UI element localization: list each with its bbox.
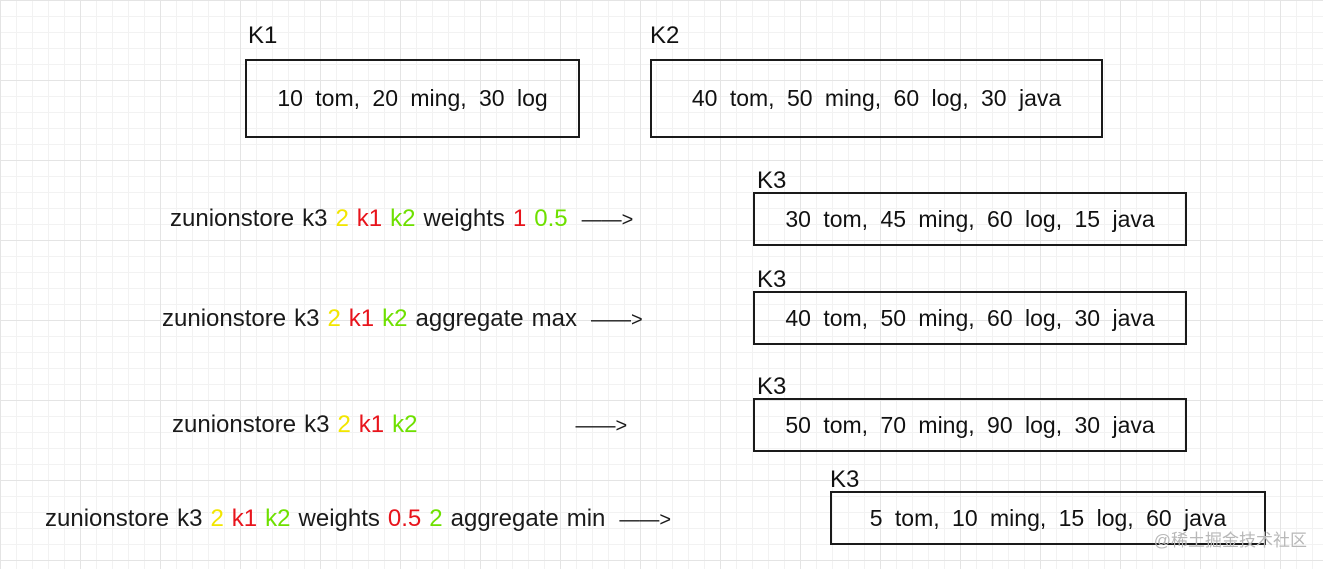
k3-label-row-4: K3 xyxy=(830,466,860,493)
command-token: zunionstore xyxy=(170,205,295,232)
command-token: k2 xyxy=(392,411,418,438)
k1-box: 10 tom, 20 ming, 30 log xyxy=(245,59,580,138)
command-token: 2 xyxy=(335,205,349,232)
k3-label-row-2: K3 xyxy=(757,266,787,293)
command-token: max xyxy=(531,305,577,332)
command-token: k2 xyxy=(265,505,291,532)
command-token: weights xyxy=(423,205,505,232)
k2-label: K2 xyxy=(650,22,680,49)
command-token: k1 xyxy=(358,411,385,438)
k3-box-row-3: 50 tom, 70 ming, 90 log, 30 java xyxy=(753,398,1187,452)
command-token: k1 xyxy=(231,505,258,532)
command-token: aggregate xyxy=(415,305,524,332)
command-token: k3 xyxy=(177,505,203,532)
arrow-icon: ——> xyxy=(590,309,643,331)
command-token: zunionstore xyxy=(45,505,170,532)
command-token: 2 xyxy=(429,505,443,532)
command-token: k3 xyxy=(304,411,330,438)
k3-box-row-2: 40 tom, 50 ming, 60 log, 30 java xyxy=(753,291,1187,345)
k3-label-row-3: K3 xyxy=(757,373,787,400)
k3-label-row-1: K3 xyxy=(757,167,787,194)
command-token: zunionstore xyxy=(172,411,297,438)
command-token: k3 xyxy=(294,305,320,332)
arrow-icon: ——> xyxy=(575,415,628,437)
command-token: 0.5 xyxy=(387,505,422,532)
command-row-weights-aggregate-min: zunionstore k3 2 k1 k2 weights 0.5 2 aggregate mi… xyxy=(45,505,671,534)
command-token: k3 xyxy=(302,205,328,232)
arrow-icon: ——> xyxy=(581,209,634,231)
command-token: k2 xyxy=(382,305,408,332)
command-token: 1 xyxy=(512,205,527,232)
command-row-aggregate-max: zunionstore k3 2 k1 k2 aggregate max ——> xyxy=(162,305,643,334)
k3-box-row-4: 5 tom, 10 ming, 15 log, 60 java xyxy=(830,491,1266,545)
command-token: zunionstore xyxy=(162,305,287,332)
command-row-weights: zunionstore k3 2 k1 k2 weights 1 0.5 ——> xyxy=(170,205,633,234)
command-token: aggregate xyxy=(450,505,559,532)
command-token: k1 xyxy=(348,305,375,332)
command-token: 2 xyxy=(337,411,351,438)
k3-box-row-1: 30 tom, 45 ming, 60 log, 15 java xyxy=(753,192,1187,246)
arrow-icon: ——> xyxy=(619,509,672,531)
k2-box: 40 tom, 50 ming, 60 log, 30 java xyxy=(650,59,1103,138)
command-row-plain: zunionstore k3 2 k1 k2 ——> xyxy=(172,411,627,440)
k1-label: K1 xyxy=(248,22,278,49)
command-token: 2 xyxy=(327,305,341,332)
command-token: 2 xyxy=(210,505,224,532)
command-token: 0.5 xyxy=(534,205,568,232)
command-token: weights xyxy=(298,505,380,532)
watermark: @稀土掘金技术社区 xyxy=(1153,531,1307,550)
command-token: k1 xyxy=(356,205,383,232)
command-token: k2 xyxy=(390,205,416,232)
command-token: min xyxy=(566,505,606,532)
